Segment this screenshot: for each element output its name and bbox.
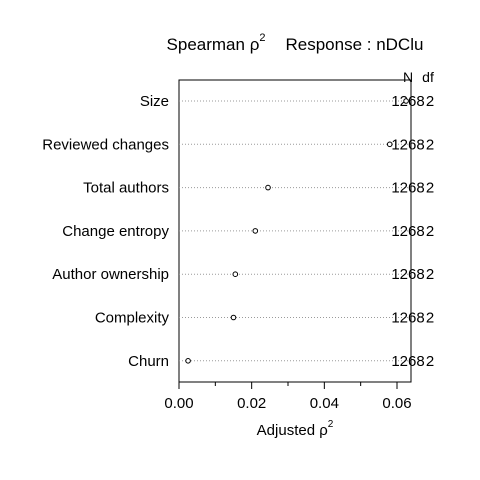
x-tick-label: 0.02 [237, 395, 266, 412]
row-n-value: 1268 [391, 353, 424, 370]
data-point [403, 98, 409, 104]
data-point [252, 228, 259, 234]
row-total-authors: Total authors 1268 2 [83, 180, 434, 197]
row-df-value: 2 [426, 136, 434, 153]
row-author-ownership: Author ownership 1268 2 [52, 266, 434, 283]
row-label: Complexity [95, 310, 170, 327]
x-tick-label: 0.06 [382, 395, 411, 412]
title-response: Response : nDClu [285, 35, 423, 54]
col-header-df: df [422, 69, 434, 85]
row-label: Size [140, 93, 169, 110]
x-axis-label: Adjusted ρ2 [257, 419, 334, 439]
row-churn: Churn 1268 2 [128, 353, 434, 370]
row-df-value: 2 [426, 180, 434, 197]
row-n-value: 1268 [391, 223, 424, 240]
row-label: Change entropy [62, 223, 169, 240]
data-point [386, 141, 393, 148]
x-tick-label: 0.04 [310, 395, 339, 412]
row-df-value: 2 [426, 266, 434, 283]
data-point [185, 358, 191, 364]
row-df-value: 2 [426, 353, 434, 370]
row-n-value: 1268 [391, 180, 424, 197]
col-header-n: N [403, 69, 413, 85]
plot-frame [178, 79, 412, 383]
title-superscript: 2 [259, 32, 265, 44]
row-n-value: 1268 [391, 266, 424, 283]
row-size: Size12682 [140, 93, 434, 110]
data-point [232, 271, 239, 278]
row-label: Churn [128, 353, 169, 370]
x-tick-label: 0.00 [164, 395, 193, 412]
row-df-value: 2 [426, 223, 434, 240]
row-df-value: 2 [426, 93, 434, 110]
row-df-value: 2 [426, 310, 434, 327]
title-main: Spearman ρ [167, 35, 260, 54]
row-n-value: 1268 [391, 310, 424, 327]
xlabel-main: Adjusted ρ [257, 422, 328, 439]
xlabel-superscript: 2 [328, 419, 334, 430]
x-axis: 0.00 0.02 0.04 0.06 [164, 382, 412, 412]
data-point [230, 314, 237, 321]
data-point [265, 184, 271, 191]
chart-title: Spearman ρ2 Response : nDClu [167, 32, 424, 54]
row-change-entropy: Change entropy 1268 2 [62, 223, 434, 240]
row-label: Reviewed changes [42, 136, 169, 153]
row-label: Total authors [83, 180, 169, 197]
row-complexity: Complexity 1268 2 [95, 310, 434, 327]
row-n-value: 1268 [391, 136, 424, 153]
row-label: Author ownership [52, 266, 169, 283]
row-reviewed-changes: Reviewed changes 1268 2 [42, 136, 434, 153]
